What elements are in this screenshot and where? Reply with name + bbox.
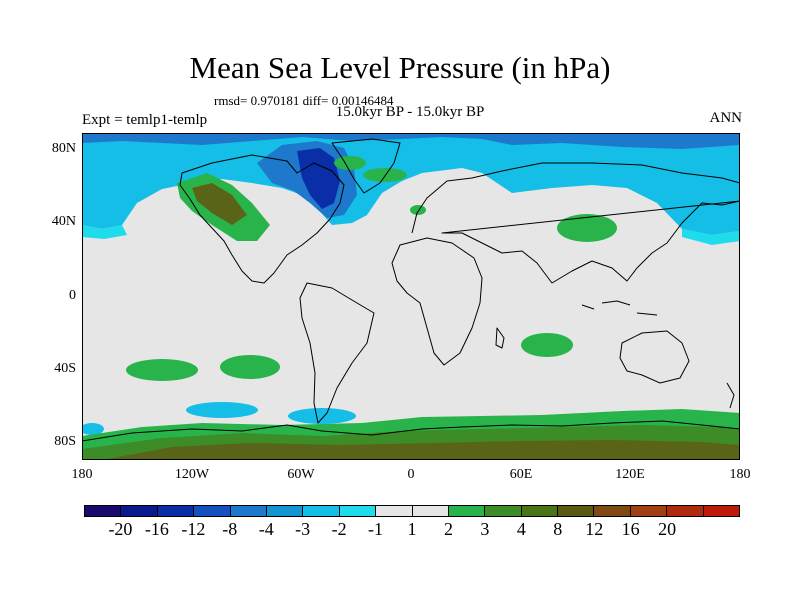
map-border [82, 133, 740, 460]
coast-australia [619, 330, 690, 384]
map-plot [82, 133, 740, 460]
lat-tick-40s: 40S [54, 361, 76, 376]
colorbar-label: -8 [222, 519, 238, 539]
anomaly-s-pacific-green-2 [220, 355, 280, 379]
colorbar-label: 1 [407, 519, 417, 539]
colorbar-cell [230, 506, 267, 516]
colorbar-label: 12 [585, 519, 604, 539]
colorbar-label: 8 [553, 519, 563, 539]
colorbar-cell [521, 506, 559, 516]
colorbar-label: -2 [331, 519, 347, 539]
lon-tick-60e: 60E [509, 467, 533, 482]
colorbar-cell [558, 506, 595, 516]
lat-tick-40n: 40N [51, 214, 76, 229]
colorbar-label: -16 [144, 519, 169, 539]
lat-tick-80n: 80N [51, 141, 76, 156]
coast-south-america [299, 282, 375, 424]
anomaly-hudson-core [297, 148, 340, 209]
colorbar-cell [303, 506, 340, 516]
coast-islands [495, 300, 735, 409]
anomaly-europe-green [410, 205, 426, 215]
chart-title: Mean Sea Level Pressure (in hPa) [189, 50, 611, 85]
colorbar-cell [594, 506, 631, 516]
colorbar-cell [376, 506, 413, 516]
anomaly-north-blue [82, 133, 740, 149]
colorbar-label: 2 [443, 519, 453, 539]
coastlines [82, 138, 740, 442]
coast-greenland [331, 138, 401, 194]
stats-text: rmsd= 0.970181 diff= 0.00146484 [214, 93, 394, 108]
colorbar-label: -4 [258, 519, 274, 539]
colorbar-label: -12 [181, 519, 206, 539]
lon-tick-60w: 60W [287, 467, 315, 482]
anomaly-indian-ocean-green [521, 333, 573, 357]
colorbar-label: 16 [621, 519, 640, 539]
colorbar-cell [448, 506, 486, 516]
lat-tick-0: 0 [69, 288, 76, 303]
lon-tick-180e: 180 [729, 467, 751, 482]
colorbar [84, 505, 740, 517]
colorbar-cell [157, 506, 195, 516]
anomaly-north-band [82, 133, 740, 235]
lat-tick-80s: 80S [54, 434, 76, 449]
colorbar-label: -20 [108, 519, 133, 539]
coast-north-america [179, 154, 345, 284]
anomaly-asia-green [557, 214, 617, 242]
anomaly-na-olive [192, 183, 247, 225]
colorbar-label: 4 [516, 519, 526, 539]
colorbar-cell [339, 506, 377, 516]
anomaly-southern-cyan-3 [82, 423, 104, 435]
coast-africa [391, 237, 483, 366]
colorbar-cell [667, 506, 704, 516]
anomaly-antarctic-brown [102, 440, 740, 460]
colorbar-cell [194, 506, 231, 516]
coast-antarctica [82, 420, 740, 442]
colorbar-cell [630, 506, 668, 516]
anomaly-s-pacific-green-1 [126, 359, 198, 381]
lon-tick-180w: 180 [71, 467, 93, 482]
colorbar-cell [485, 506, 522, 516]
colorbar-label: -1 [368, 519, 384, 539]
colorbar-label: 3 [480, 519, 490, 539]
experiment-label: Expt = temlp1-temlp [82, 112, 208, 128]
anomaly-southern-cyan-2 [288, 408, 356, 424]
colorbar-cell [85, 506, 122, 516]
colorbar-label: -3 [295, 519, 311, 539]
lon-tick-120e: 120E [615, 467, 645, 482]
anomaly-southern-cyan-1 [186, 402, 258, 418]
colorbar-cell [266, 506, 304, 516]
colorbar-label: 20 [658, 519, 677, 539]
colorbar-cell [703, 506, 740, 516]
colorbar-cell [121, 506, 158, 516]
colorbar-cell [412, 506, 449, 516]
period-label: 15.0kyr BP - 15.0kyr BP [335, 104, 485, 120]
season-label: ANN [709, 110, 743, 126]
anomaly-greenland-green [334, 156, 366, 170]
lon-tick-0: 0 [407, 467, 415, 482]
lon-tick-120w: 120W [174, 467, 210, 482]
coast-eurasia [411, 162, 740, 284]
